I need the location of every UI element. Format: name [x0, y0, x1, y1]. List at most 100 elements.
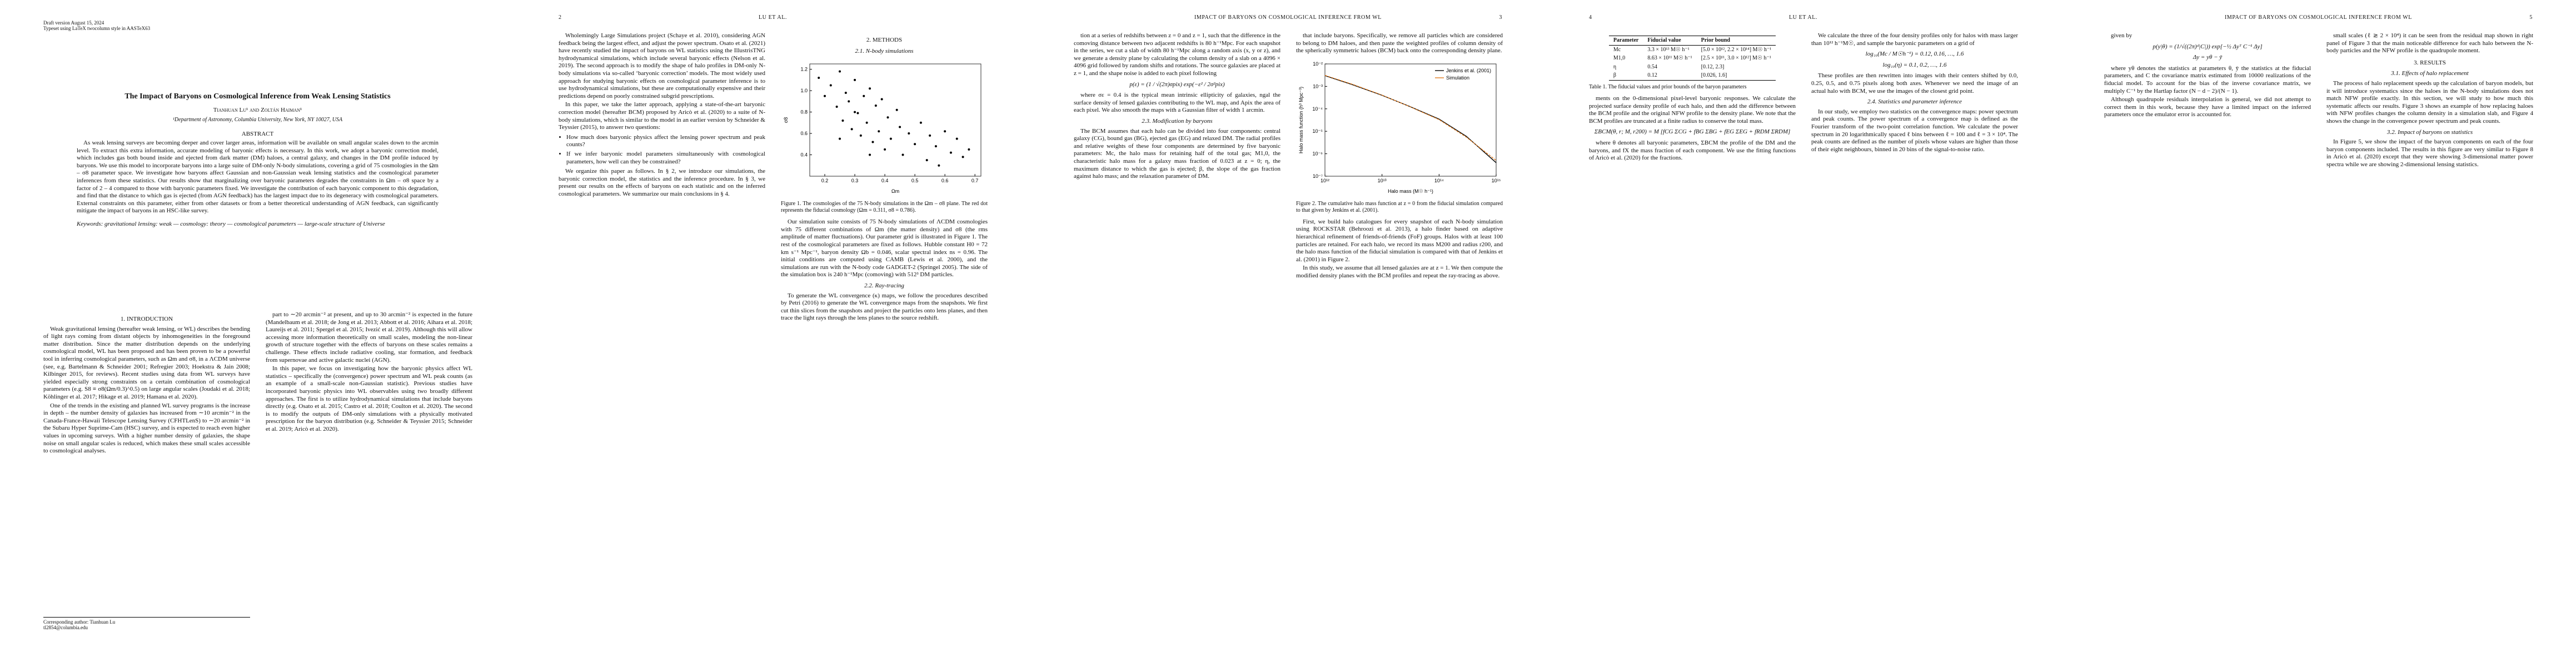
- page-number: 5: [2529, 14, 2533, 21]
- paragraph: Wholemingly Large Simulations project (S…: [559, 32, 765, 99]
- data-point: [944, 130, 946, 133]
- text-column: 2. METHODS 2.1. N-body simulations 0.2 0.3 0…: [781, 32, 988, 323]
- table-cell: M1,0: [1613, 55, 1626, 62]
- paragraph: In this paper, we focus on investigating…: [266, 365, 472, 432]
- data-point: [869, 153, 871, 156]
- series-line: [1324, 74, 1497, 161]
- paragraph: where σε = 0.4 is the typical mean intri…: [1074, 92, 1280, 114]
- text-column: tion at a series of redshifts between z …: [1074, 32, 1280, 182]
- table-header-cell: Prior bound: [1701, 37, 1730, 43]
- data-point: [824, 94, 826, 97]
- paragraph: In this paper, we take the latter approa…: [559, 101, 765, 131]
- paragraph: Our simulation suite consists of 75 N-bo…: [781, 218, 988, 278]
- y-tick-label: 0.6: [800, 131, 808, 136]
- y-axis-label: σ8: [783, 117, 789, 123]
- table-header-row: Parameter Fiducial value Prior bound: [1608, 36, 1776, 46]
- subsection-heading: 2.4. Statistics and parameter inference: [1867, 98, 1962, 106]
- table-row: β 0.12 [0.026, 1.6]: [1608, 71, 1776, 81]
- y-tick-label: 10⁻⁵: [1313, 128, 1323, 134]
- typeset-line: Typeset using LaTeX twocolumn style in A…: [43, 26, 151, 31]
- table: Parameter Fiducial value Prior bound Mc 3.3 …: [1608, 36, 1776, 81]
- equation: p(y|θ) = (1/√((2π)ᵈ|C|)) exp[−½ Δyᵀ C⁻¹ …: [2153, 43, 2263, 50]
- data-point: [835, 106, 838, 108]
- page: Draft version August 15, 2024 Typeset usi…: [0, 0, 515, 667]
- paragraph: First, we build halo catalogues for ever…: [1296, 218, 1503, 263]
- paragraph: that include baryons. Specifically, we r…: [1296, 32, 1503, 54]
- data-point: [865, 121, 868, 124]
- x-tick-label: 10¹³: [1378, 178, 1387, 183]
- data-point: [856, 112, 859, 115]
- plot-frame: [1324, 63, 1497, 177]
- text-column: We calculate the three of the four densi…: [1811, 32, 2018, 155]
- paragraph: Although quadrupole residuals interpolat…: [2104, 96, 2311, 118]
- paragraph: where yθ denotes the statistics at param…: [2104, 64, 2311, 94]
- running-title: Lu et al.: [1788, 14, 1818, 21]
- x-tick-label: 10¹⁵: [1492, 178, 1501, 183]
- plot-frame: [809, 63, 981, 177]
- y-tick-label: 10⁻⁴: [1312, 106, 1323, 112]
- paragraph: The BCM assumes that each halo can be di…: [1074, 127, 1280, 180]
- series-line: [1324, 75, 1497, 163]
- table-row: η 0.54 [0.12, 2.3]: [1609, 63, 1776, 72]
- data-point: [848, 100, 850, 103]
- paragraph: The process of halo replacement speeds u…: [2326, 79, 2533, 125]
- table-cell: Mc: [1613, 46, 1621, 53]
- text-column: Parameter Fiducial value Prior bound Mc 3.3 …: [1589, 32, 1796, 163]
- running-title: Impact of Baryons on Cosmological Infere…: [2224, 14, 2413, 21]
- bullet-item: How much does baryonic physics affect th…: [566, 134, 765, 149]
- paragraph: In Figure 5, we show the impact of the b…: [2326, 138, 2533, 168]
- data-point: [854, 111, 856, 113]
- data-point: [880, 98, 883, 101]
- table-cell: β: [1613, 72, 1616, 79]
- table-cell: [5.0 × 10¹², 2.2 × 10¹⁴] M☉ h⁻¹: [1701, 46, 1772, 53]
- paragraph: We organize this paper as follows. In § …: [559, 168, 765, 197]
- data-point: [871, 141, 874, 143]
- x-tick-label: 0.4: [881, 178, 889, 183]
- y-tick-label: 1.2: [800, 67, 808, 72]
- table-row: Mc 3.3 × 10¹³ M☉ h⁻¹ [5.0 × 10¹², 2.2 × 10…: [1609, 45, 1776, 54]
- paragraph: part to ∼20 arcmin⁻² at present, and up …: [266, 311, 472, 364]
- subsection-heading: 2.1. N-body simulations: [855, 47, 914, 54]
- page: 4 Lu et al. Parameter Fiducial value Prior b…: [1546, 0, 2061, 667]
- paragraph: given by: [2111, 32, 2132, 39]
- paragraph: small scales (ℓ ≳ 2 × 10⁴) it can be see…: [2326, 32, 2533, 54]
- figure-plot: 10¹² 10¹³ 10¹⁴ 10¹⁵ 10⁻⁷ 10⁻⁶ 10⁻⁵ 10⁻⁴ 10⁻³ 10⁻²…: [1298, 61, 1501, 194]
- running-title: Lu et al.: [758, 14, 788, 21]
- page: 2 Lu et al. Wholemingly Large Simulations …: [515, 0, 1030, 667]
- table-header-cell: Fiducial value: [1647, 37, 1681, 43]
- data-point: [839, 137, 841, 140]
- data-point: [925, 159, 928, 162]
- x-tick-label: 0.6: [941, 178, 949, 183]
- page-number: 2: [559, 14, 562, 21]
- paper-title: The Impact of Baryons on Cosmological In…: [124, 92, 391, 101]
- data-point: [968, 148, 970, 151]
- text-column: that include baryons. Specifically, we r…: [1296, 32, 1503, 281]
- data-point: [854, 79, 856, 82]
- x-axis-label: Ωm: [891, 188, 899, 194]
- text-column: 1. INTRODUCTION Weak gravitational lensin…: [43, 311, 250, 456]
- caption: Figure 1. The cosmologies of the 75 N-bo…: [781, 201, 988, 214]
- affiliation: ¹Department of Astronomy, Columbia Unive…: [172, 117, 343, 123]
- paragraph: To generate the WL convergence (κ) maps,…: [781, 292, 988, 322]
- data-point: [874, 104, 877, 107]
- equation: p(ε) = (1 / √(2π)σpix) exp(−ε² / 2σ²pix): [1129, 81, 1225, 88]
- data-point: [859, 135, 862, 137]
- legend-label: Simulation: [1446, 75, 1469, 81]
- y-tick-label: 10⁻⁷: [1313, 173, 1323, 179]
- front-matter: Draft version August 15, 2024 Typeset usi…: [43, 20, 472, 227]
- subsection-heading: 3.1. Effects of halo replacement: [2391, 70, 2469, 77]
- authors: Tianhuan Lu¹ and Zoltán Haiman¹: [213, 107, 302, 113]
- section-heading: 1. INTRODUCTION: [120, 316, 173, 322]
- equation: log₁₀(Mc / M☉h⁻¹) = 0.12, 0.16, …, 1.6: [1865, 51, 1964, 58]
- y-tick-label: 1.0: [800, 88, 808, 93]
- section-heading: 2. METHODS: [866, 37, 903, 43]
- data-point: [884, 148, 886, 151]
- x-tick-label: 0.7: [971, 178, 979, 183]
- x-tick-label: 10¹²: [1321, 178, 1329, 183]
- data-point: [818, 77, 820, 79]
- table-body: Mc 3.3 × 10¹³ M☉ h⁻¹ [5.0 × 10¹², 2.2 × 10…: [1608, 45, 1776, 81]
- data-point: [886, 116, 889, 119]
- caption: Table 1. The fiducial values and prior b…: [1589, 83, 1747, 90]
- page: 5 Impact of Baryons on Cosmological Infer…: [2061, 0, 2576, 667]
